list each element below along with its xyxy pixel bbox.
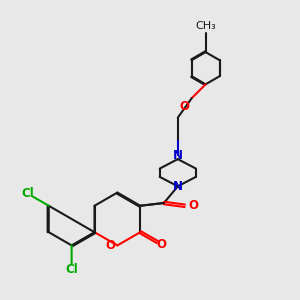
Text: O: O [189,199,199,212]
Text: O: O [179,100,189,113]
Text: O: O [157,238,167,251]
Text: N: N [173,149,183,162]
Text: N: N [173,180,183,193]
Text: Cl: Cl [65,263,78,276]
Text: O: O [106,239,116,252]
Text: CH₃: CH₃ [195,21,216,31]
Text: Cl: Cl [21,187,34,200]
